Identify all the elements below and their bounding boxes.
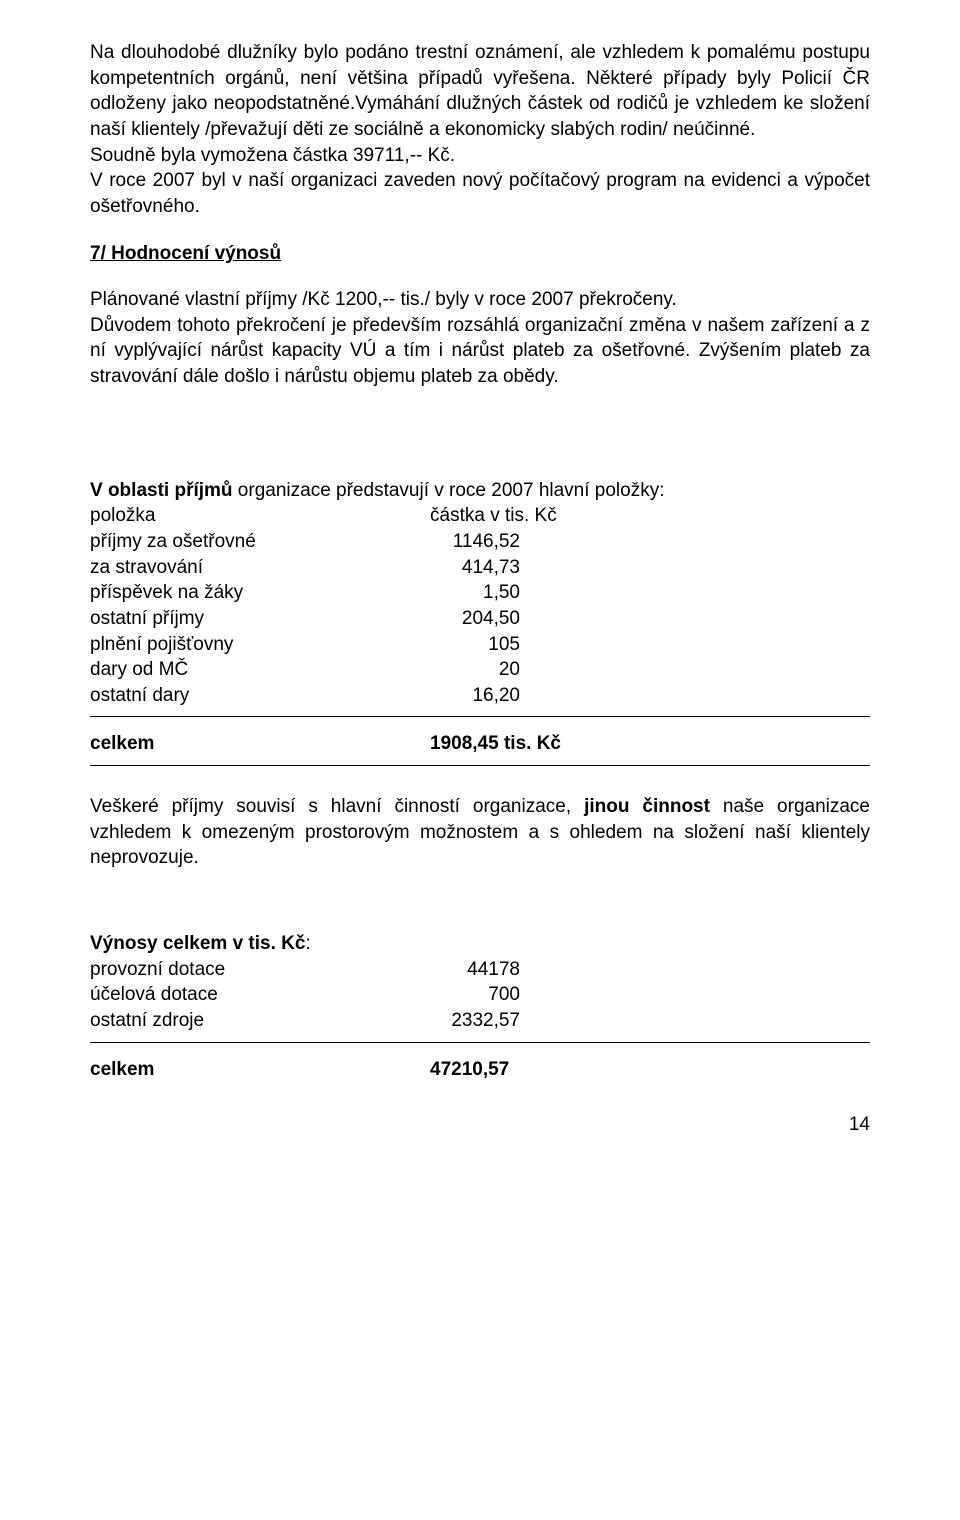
column-header-item: položka [90,503,430,529]
table-row: ostatní dary 16,20 [90,683,870,709]
row-label: účelová dotace [90,982,400,1008]
yields-total-row: celkem 47210,57 [90,1057,870,1083]
row-value: 16,20 [400,683,520,709]
row-value: 700 [400,982,520,1008]
page-number: 14 [90,1112,870,1138]
table-row: účelová dotace 700 [90,982,870,1008]
table-header-row: položka částka v tis. Kč [90,503,870,529]
row-value: 20 [400,657,520,683]
spacer [90,408,870,478]
table-row: ostatní zdroje 2332,57 [90,1008,870,1034]
table-row: příspěvek na žáky 1,50 [90,580,870,606]
row-label: provozní dotace [90,957,400,983]
row-value: 1,50 [400,580,520,606]
paragraph-collected: Soudně byla vymožena částka 39711,-- Kč. [90,143,870,169]
row-label: dary od MČ [90,657,400,683]
yields-total-value: 47210,57 [430,1057,509,1083]
heading-section-7: 7/ Hodnocení výnosů [90,241,870,267]
total-row: celkem 1908,45 tis. Kč [90,731,870,757]
spacer [90,780,870,794]
spacer [90,889,870,931]
row-value: 414,73 [400,555,520,581]
row-label: plnění pojišťovny [90,632,400,658]
text-bold: jinou činnost [584,796,710,817]
row-label: za stravování [90,555,400,581]
yields-title-text: Výnosy celkem v tis. Kč [90,933,305,954]
row-label: ostatní zdroje [90,1008,400,1034]
row-label: příjmy za ošetřovné [90,529,400,555]
paragraph-reason: Důvodem tohoto překročení je především r… [90,313,870,390]
table-row: plnění pojišťovny 105 [90,632,870,658]
colon: : [305,933,310,954]
table-row: příjmy za ošetřovné 1146,52 [90,529,870,555]
total-value: 1908,45 tis. Kč [430,731,561,757]
row-label: ostatní příjmy [90,606,400,632]
paragraph-planned-income: Plánované vlastní příjmy /Kč 1200,-- tis… [90,287,870,313]
income-intro: V oblasti příjmů organizace představují … [90,478,870,504]
total-label: celkem [90,731,430,757]
column-header-amount: částka v tis. Kč [430,503,557,529]
divider [90,716,870,717]
row-value: 44178 [400,957,520,983]
table-row: ostatní příjmy 204,50 [90,606,870,632]
row-value: 105 [400,632,520,658]
row-label: ostatní dary [90,683,400,709]
divider [90,1042,870,1043]
table-row: dary od MČ 20 [90,657,870,683]
row-label: příspěvek na žáky [90,580,400,606]
row-value: 1146,52 [400,529,520,555]
divider [90,765,870,766]
row-value: 204,50 [400,606,520,632]
text: Veškeré příjmy souvisí s hlavní činností… [90,796,584,817]
income-intro-bold: V oblasti příjmů [90,480,233,501]
row-value: 2332,57 [400,1008,520,1034]
paragraph-debtors: Na dlouhodobé dlužníky bylo podáno trest… [90,40,870,143]
yields-title: Výnosy celkem v tis. Kč: [90,931,870,957]
income-intro-rest: organizace představují v roce 2007 hlavn… [233,480,665,501]
yields-total-label: celkem [90,1057,430,1083]
table-row: provozní dotace 44178 [90,957,870,983]
paragraph-program: V roce 2007 byl v naší organizaci zavede… [90,168,870,219]
paragraph-related-income: Veškeré příjmy souvisí s hlavní činností… [90,794,870,871]
table-row: za stravování 414,73 [90,555,870,581]
